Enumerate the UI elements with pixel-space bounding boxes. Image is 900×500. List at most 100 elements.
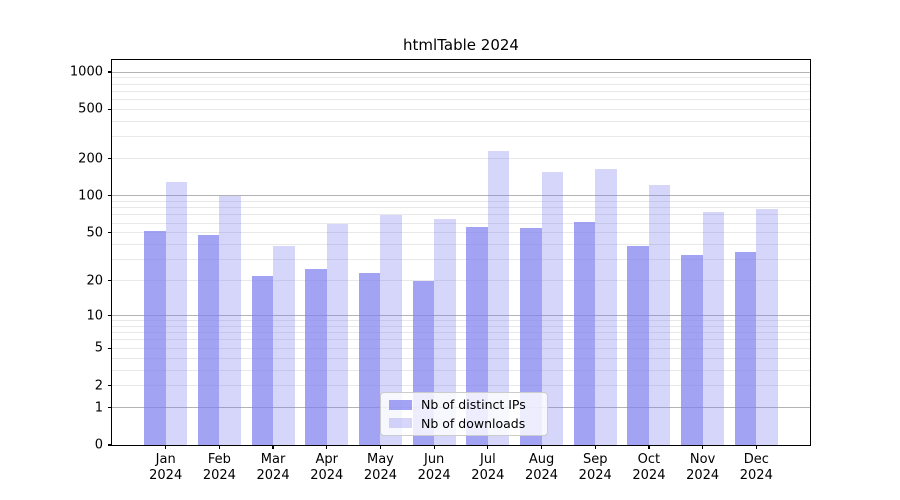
bar-oct-distinct-ips — [627, 245, 649, 445]
y-tick-mark-1000 — [108, 71, 112, 73]
x-tick-label-sep: Sep 2024 — [578, 452, 612, 483]
y-tick-mark-0 — [108, 444, 112, 446]
x-tick-label-mar: Mar 2024 — [256, 452, 290, 483]
minor-gridline-80 — [112, 207, 810, 209]
y-tick-mark-50 — [108, 232, 112, 234]
x-tick-mark-jan — [165, 445, 167, 449]
bar-sep-downloads — [595, 169, 617, 445]
y-tick-mark-10 — [108, 314, 112, 317]
legend-swatch-downloads — [389, 418, 412, 429]
x-tick-mark-apr — [326, 445, 328, 449]
bar-jul-downloads — [487, 151, 510, 445]
minor-gridline-2 — [112, 385, 810, 387]
bar-apr-downloads — [326, 223, 349, 445]
bar-oct-downloads — [648, 185, 671, 445]
bar-nov-distinct-ips — [681, 254, 703, 445]
minor-gridline-5 — [112, 347, 810, 349]
bar-jul-distinct-ips — [466, 226, 488, 445]
x-tick-label-jun: Jun 2024 — [417, 452, 451, 483]
minor-gridline-70 — [112, 214, 810, 216]
minor-gridline-20 — [112, 280, 810, 282]
x-tick-label-jul: Jul 2024 — [471, 452, 505, 483]
minor-gridline-300 — [112, 136, 810, 138]
x-tick-mark-feb — [218, 445, 220, 449]
x-tick-label-may: May 2024 — [363, 452, 397, 483]
minor-gridline-400 — [112, 120, 810, 122]
minor-gridline-60 — [112, 222, 810, 224]
bar-jan-downloads — [165, 181, 188, 445]
minor-gridline-500 — [112, 108, 810, 110]
bar-aug-distinct-ips — [520, 227, 542, 445]
plot-area — [112, 60, 810, 445]
y-tick-label-500: 500 — [78, 101, 103, 117]
x-tick-mark-sep — [594, 445, 596, 449]
x-tick-mark-jul — [487, 445, 489, 449]
x-tick-mark-jun — [433, 445, 435, 449]
bar-may-downloads — [380, 214, 402, 445]
y-tick-label-1000: 1000 — [69, 64, 103, 80]
y-tick-mark-20 — [108, 280, 112, 282]
y-tick-mark-5 — [108, 347, 112, 349]
bar-aug-downloads — [541, 172, 563, 445]
x-tick-mark-dec — [755, 445, 757, 449]
y-tick-mark-1 — [108, 406, 112, 409]
minor-gridline-7 — [112, 332, 810, 334]
y-tick-label-100: 100 — [78, 188, 103, 204]
y-tick-label-2: 2 — [94, 378, 103, 394]
y-tick-label-0: 0 — [94, 437, 103, 453]
major-gridline-100 — [112, 195, 810, 197]
x-tick-label-oct: Oct 2024 — [632, 452, 666, 483]
x-tick-label-aug: Aug 2024 — [524, 452, 559, 483]
major-gridline-1000 — [112, 71, 810, 73]
minor-gridline-8 — [112, 325, 810, 327]
bar-nov-downloads — [702, 211, 725, 445]
minor-gridline-800 — [112, 83, 810, 85]
bar-may-distinct-ips — [358, 273, 381, 445]
bar-jan-distinct-ips — [144, 230, 166, 445]
major-gridline-10 — [112, 315, 810, 317]
minor-gridline-6 — [112, 339, 810, 341]
x-tick-mark-aug — [540, 445, 543, 449]
minor-gridline-4 — [112, 357, 810, 359]
bar-mar-downloads — [273, 245, 295, 445]
bar-jun-downloads — [434, 218, 456, 445]
minor-gridline-200 — [112, 158, 810, 160]
legend-label-distinct-ips: Nb of distinct IPs — [421, 397, 526, 413]
y-tick-label-50: 50 — [86, 225, 103, 241]
minor-gridline-30 — [112, 259, 810, 261]
legend-item-downloads: Nb of downloads — [381, 416, 547, 431]
legend-swatch-distinct-ips — [389, 399, 412, 410]
x-tick-label-jan: Jan 2024 — [149, 452, 183, 483]
minor-gridline-3 — [112, 369, 810, 371]
y-tick-mark-500 — [108, 108, 112, 110]
x-tick-label-apr: Apr 2024 — [310, 452, 344, 483]
chart-title: htmlTable 2024 — [403, 36, 519, 54]
y-tick-label-5: 5 — [94, 340, 103, 356]
x-tick-label-nov: Nov 2024 — [686, 452, 720, 483]
minor-gridline-900 — [112, 77, 810, 79]
y-tick-mark-100 — [108, 195, 112, 197]
bar-sep-distinct-ips — [573, 222, 596, 445]
y-tick-label-20: 20 — [86, 273, 103, 289]
x-tick-label-feb: Feb 2024 — [202, 452, 236, 483]
minor-gridline-90 — [112, 200, 810, 202]
minor-gridline-40 — [112, 244, 810, 246]
y-tick-label-200: 200 — [78, 151, 103, 167]
legend-item-distinct-ips: Nb of distinct IPs — [381, 397, 547, 412]
y-tick-mark-200 — [108, 158, 112, 160]
y-tick-label-1: 1 — [94, 400, 103, 416]
legend-label-downloads: Nb of downloads — [421, 415, 526, 431]
minor-gridline-600 — [112, 99, 810, 101]
x-tick-mark-may — [379, 445, 382, 449]
x-tick-mark-oct — [648, 445, 650, 449]
y-tick-label-10: 10 — [86, 308, 103, 324]
bar-dec-downloads — [756, 209, 778, 445]
bar-feb-distinct-ips — [197, 234, 220, 445]
y-tick-mark-2 — [108, 385, 112, 387]
legend: Nb of distinct IPs Nb of downloads — [380, 392, 548, 436]
minor-gridline-50 — [112, 232, 810, 234]
minor-gridline-9 — [112, 320, 810, 322]
bar-feb-downloads — [219, 195, 241, 445]
x-tick-mark-nov — [702, 445, 704, 449]
bar-mar-distinct-ips — [251, 275, 274, 445]
